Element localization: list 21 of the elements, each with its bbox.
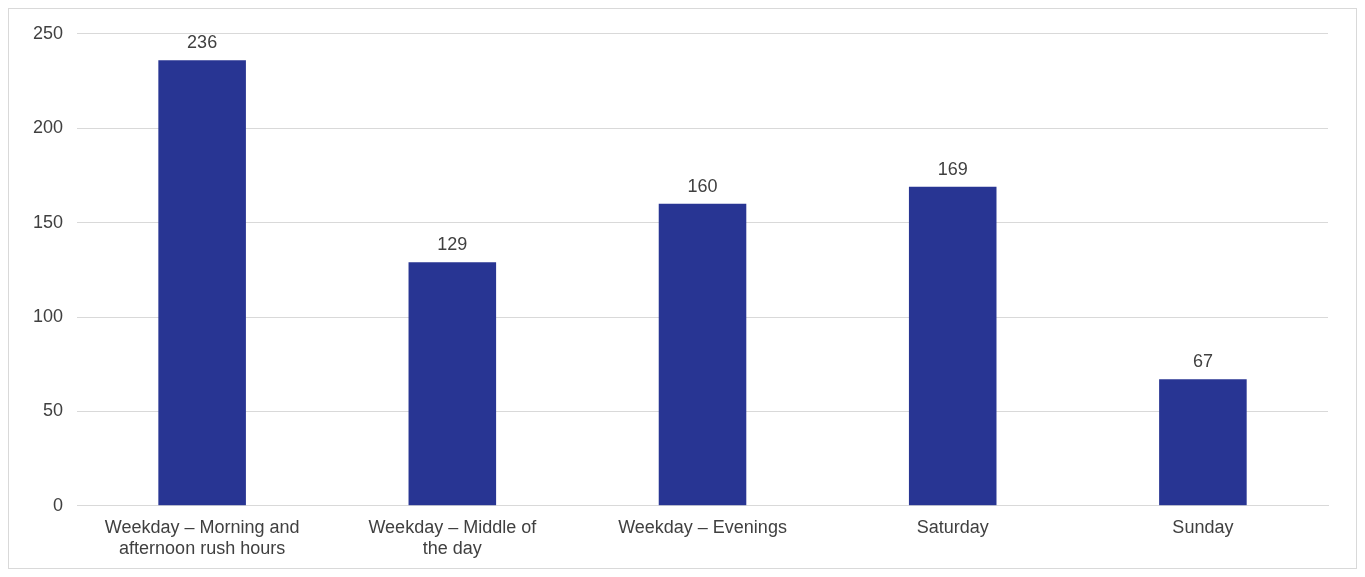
y-tick-label: 0 [53,494,64,515]
data-label: 160 [687,175,718,196]
y-tick-label: 100 [32,305,64,326]
x-tick-label: Weekday – Middle of the day [368,516,538,559]
bar [658,203,747,506]
x-tick-label: Weekday – Morning and afternoon rush hours [104,516,300,559]
x-tick-label: Sunday [1172,516,1234,537]
y-tick-label: 250 [32,22,64,43]
y-tick-label: 50 [43,400,64,421]
y-tick-label: 150 [32,211,64,232]
bar [1159,379,1247,506]
data-label: 129 [437,234,468,255]
data-label: 169 [937,158,968,179]
bar [158,60,246,506]
bar [908,186,997,506]
data-label: 67 [1192,351,1213,372]
data-label: 236 [187,32,218,53]
y-tick-label: 200 [32,117,64,138]
x-tick-label: Weekday – Evenings [618,516,787,537]
x-tick-label: Saturday [916,516,989,537]
bar [408,262,497,506]
